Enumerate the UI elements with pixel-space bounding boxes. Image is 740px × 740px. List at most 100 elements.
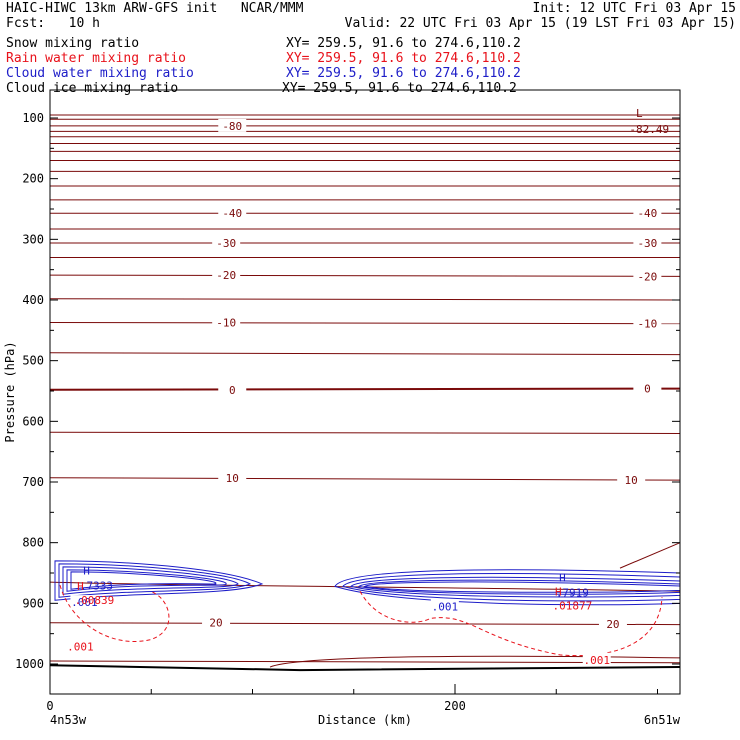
isotherm-label-bg — [218, 382, 247, 396]
cloud-water-max-value: .7333 — [80, 579, 113, 592]
y-tick-label: 600 — [22, 414, 44, 428]
isotherm-line — [49, 431, 681, 434]
isotherm-line — [49, 581, 681, 592]
isotherm-label: 10 — [226, 472, 239, 485]
x-axis-label: Distance (km) — [318, 713, 412, 727]
isotherm-label-bg — [633, 381, 662, 395]
y-tick-label: 400 — [22, 293, 44, 307]
rain-water-label-bg — [66, 639, 95, 653]
isotherm-line — [49, 274, 681, 277]
var-cloud-water: Cloud water mixing ratio — [6, 66, 194, 81]
y-tick-label: 1000 — [15, 657, 44, 671]
org-label: NCAR/MMM — [240, 1, 304, 16]
header-left: HAIC-HIWC 13km ARW-GFS init NCAR/MMM Fcs… — [6, 1, 303, 31]
y-tick-label: 200 — [22, 172, 44, 186]
isotherm-label-bg — [633, 235, 662, 249]
xy-snow: XY= 259.5, 91.6 to 274.6,110.2 — [286, 36, 521, 51]
cloud-water-contour — [66, 569, 227, 592]
cloud-water-label-bg — [430, 599, 459, 613]
cloud-water-contour — [62, 566, 239, 595]
rain-water-max-value: .01877 — [552, 599, 592, 612]
isotherm-label: -20 — [216, 269, 236, 282]
y-tick-label: 300 — [22, 232, 44, 246]
isotherm-line — [619, 542, 681, 569]
isotherm-label: 0 — [644, 383, 651, 396]
isotherm-label: -40 — [637, 207, 657, 220]
isotherm-label: 10 — [625, 474, 638, 487]
cloud-water-contour — [54, 560, 264, 601]
isotherm-label-bg — [212, 235, 241, 249]
isotherm-label-bg — [598, 616, 627, 630]
isotherm-label-bg — [617, 473, 646, 487]
var-cloud-ice: Cloud ice mixing ratio — [6, 81, 179, 96]
rain-water-contour — [59, 585, 170, 642]
y-axis-label: Pressure (hPa) — [3, 341, 17, 442]
y-tick-label: 500 — [22, 354, 44, 368]
var-snow: Snow mixing ratio — [6, 36, 140, 51]
cloud-water-contour — [58, 563, 252, 598]
init-label: Init: 12 UTC Fri 03 Apr 15 — [532, 1, 737, 16]
rain-water-label: .001 — [584, 654, 611, 667]
fcst-label: Fcst: 10 h — [6, 16, 100, 31]
cloud-water-contour — [70, 571, 217, 590]
isotherm-line — [49, 387, 681, 391]
cloud-water-max-marker: H — [559, 572, 566, 585]
x-tick-label: 0 — [46, 699, 53, 713]
rain-water-max-value: .00839 — [75, 594, 115, 607]
isotherm-label-bg — [212, 268, 241, 282]
isotherm-lines — [49, 114, 681, 672]
rain-water-label: .001 — [67, 640, 94, 653]
isotherm-line — [49, 321, 681, 325]
isotherm-label-bg — [212, 315, 241, 329]
isotherm-label-bg — [633, 316, 662, 330]
isotherm-label: -40 — [222, 207, 242, 220]
model-title: HAIC-HIWC 13km ARW-GFS init — [6, 1, 218, 16]
x-left-location: 4n53w — [50, 713, 87, 727]
isotherm-line — [49, 477, 681, 481]
isotherm-label: -10 — [637, 318, 657, 331]
isotherm-label-bg — [218, 470, 247, 484]
isotherm-label: -30 — [216, 237, 236, 250]
isotherm-line — [49, 352, 681, 356]
min-value: -82.49 — [629, 123, 669, 136]
cloud-water-max-marker: H — [83, 564, 90, 577]
x-tick-label: 200 — [444, 699, 466, 713]
isotherm-label: 20 — [606, 618, 619, 631]
cloud-water-label-bg — [70, 595, 99, 609]
isotherm-label: 0 — [229, 384, 236, 397]
isotherm-line — [49, 621, 681, 626]
isotherm-label-bg — [202, 615, 231, 629]
isotherm-line — [49, 298, 681, 301]
rain-water-max-marker: H — [555, 585, 562, 598]
rain-water-label-bg — [582, 652, 611, 666]
cloud-contours — [54, 560, 681, 657]
var-rain: Rain water mixing ratio — [6, 51, 187, 66]
xy-rain: XY= 259.5, 91.6 to 274.6,110.2 — [286, 51, 521, 66]
y-tick-label: 900 — [22, 596, 44, 610]
header-right: Init: 12 UTC Fri 03 Apr 15 Valid: 22 UTC… — [345, 1, 736, 31]
surface-line — [49, 664, 681, 672]
cloud-water-label: .001 — [432, 600, 459, 613]
cloud-water-max-value: .7919 — [556, 587, 589, 600]
xy-cloud-water: XY= 259.5, 91.6 to 274.6,110.2 — [286, 66, 521, 81]
isotherm-label-bg — [218, 118, 247, 132]
isotherm-line — [49, 660, 681, 664]
rain-water-max-marker: H — [77, 580, 84, 593]
cloud-water-label: .001 — [71, 596, 98, 609]
y-tick-label: 800 — [22, 536, 44, 550]
xy-cloud-ice: XY= 259.5, 91.6 to 274.6,110.2 — [282, 81, 517, 96]
y-tick-label: 100 — [22, 111, 44, 125]
isotherm-label: -80 — [222, 120, 242, 133]
valid-label: Valid: 22 UTC Fri 03 Apr 15 (19 LST Fri … — [344, 16, 736, 31]
x-right-location: 6n51w — [644, 713, 681, 727]
isotherm-label: -20 — [637, 270, 657, 283]
rain-water-contour — [359, 590, 663, 657]
contour-labels: -80 -40 -40 -30 -30 -20 -20 -10 -10 0 0 10 10 20 20 .00… — [66, 107, 669, 667]
isotherm-label-bg — [633, 206, 662, 220]
isotherm-label-bg — [218, 206, 247, 220]
plot-frame — [49, 89, 681, 695]
isotherm-label-bg — [633, 269, 662, 283]
min-marker: L — [636, 107, 643, 120]
